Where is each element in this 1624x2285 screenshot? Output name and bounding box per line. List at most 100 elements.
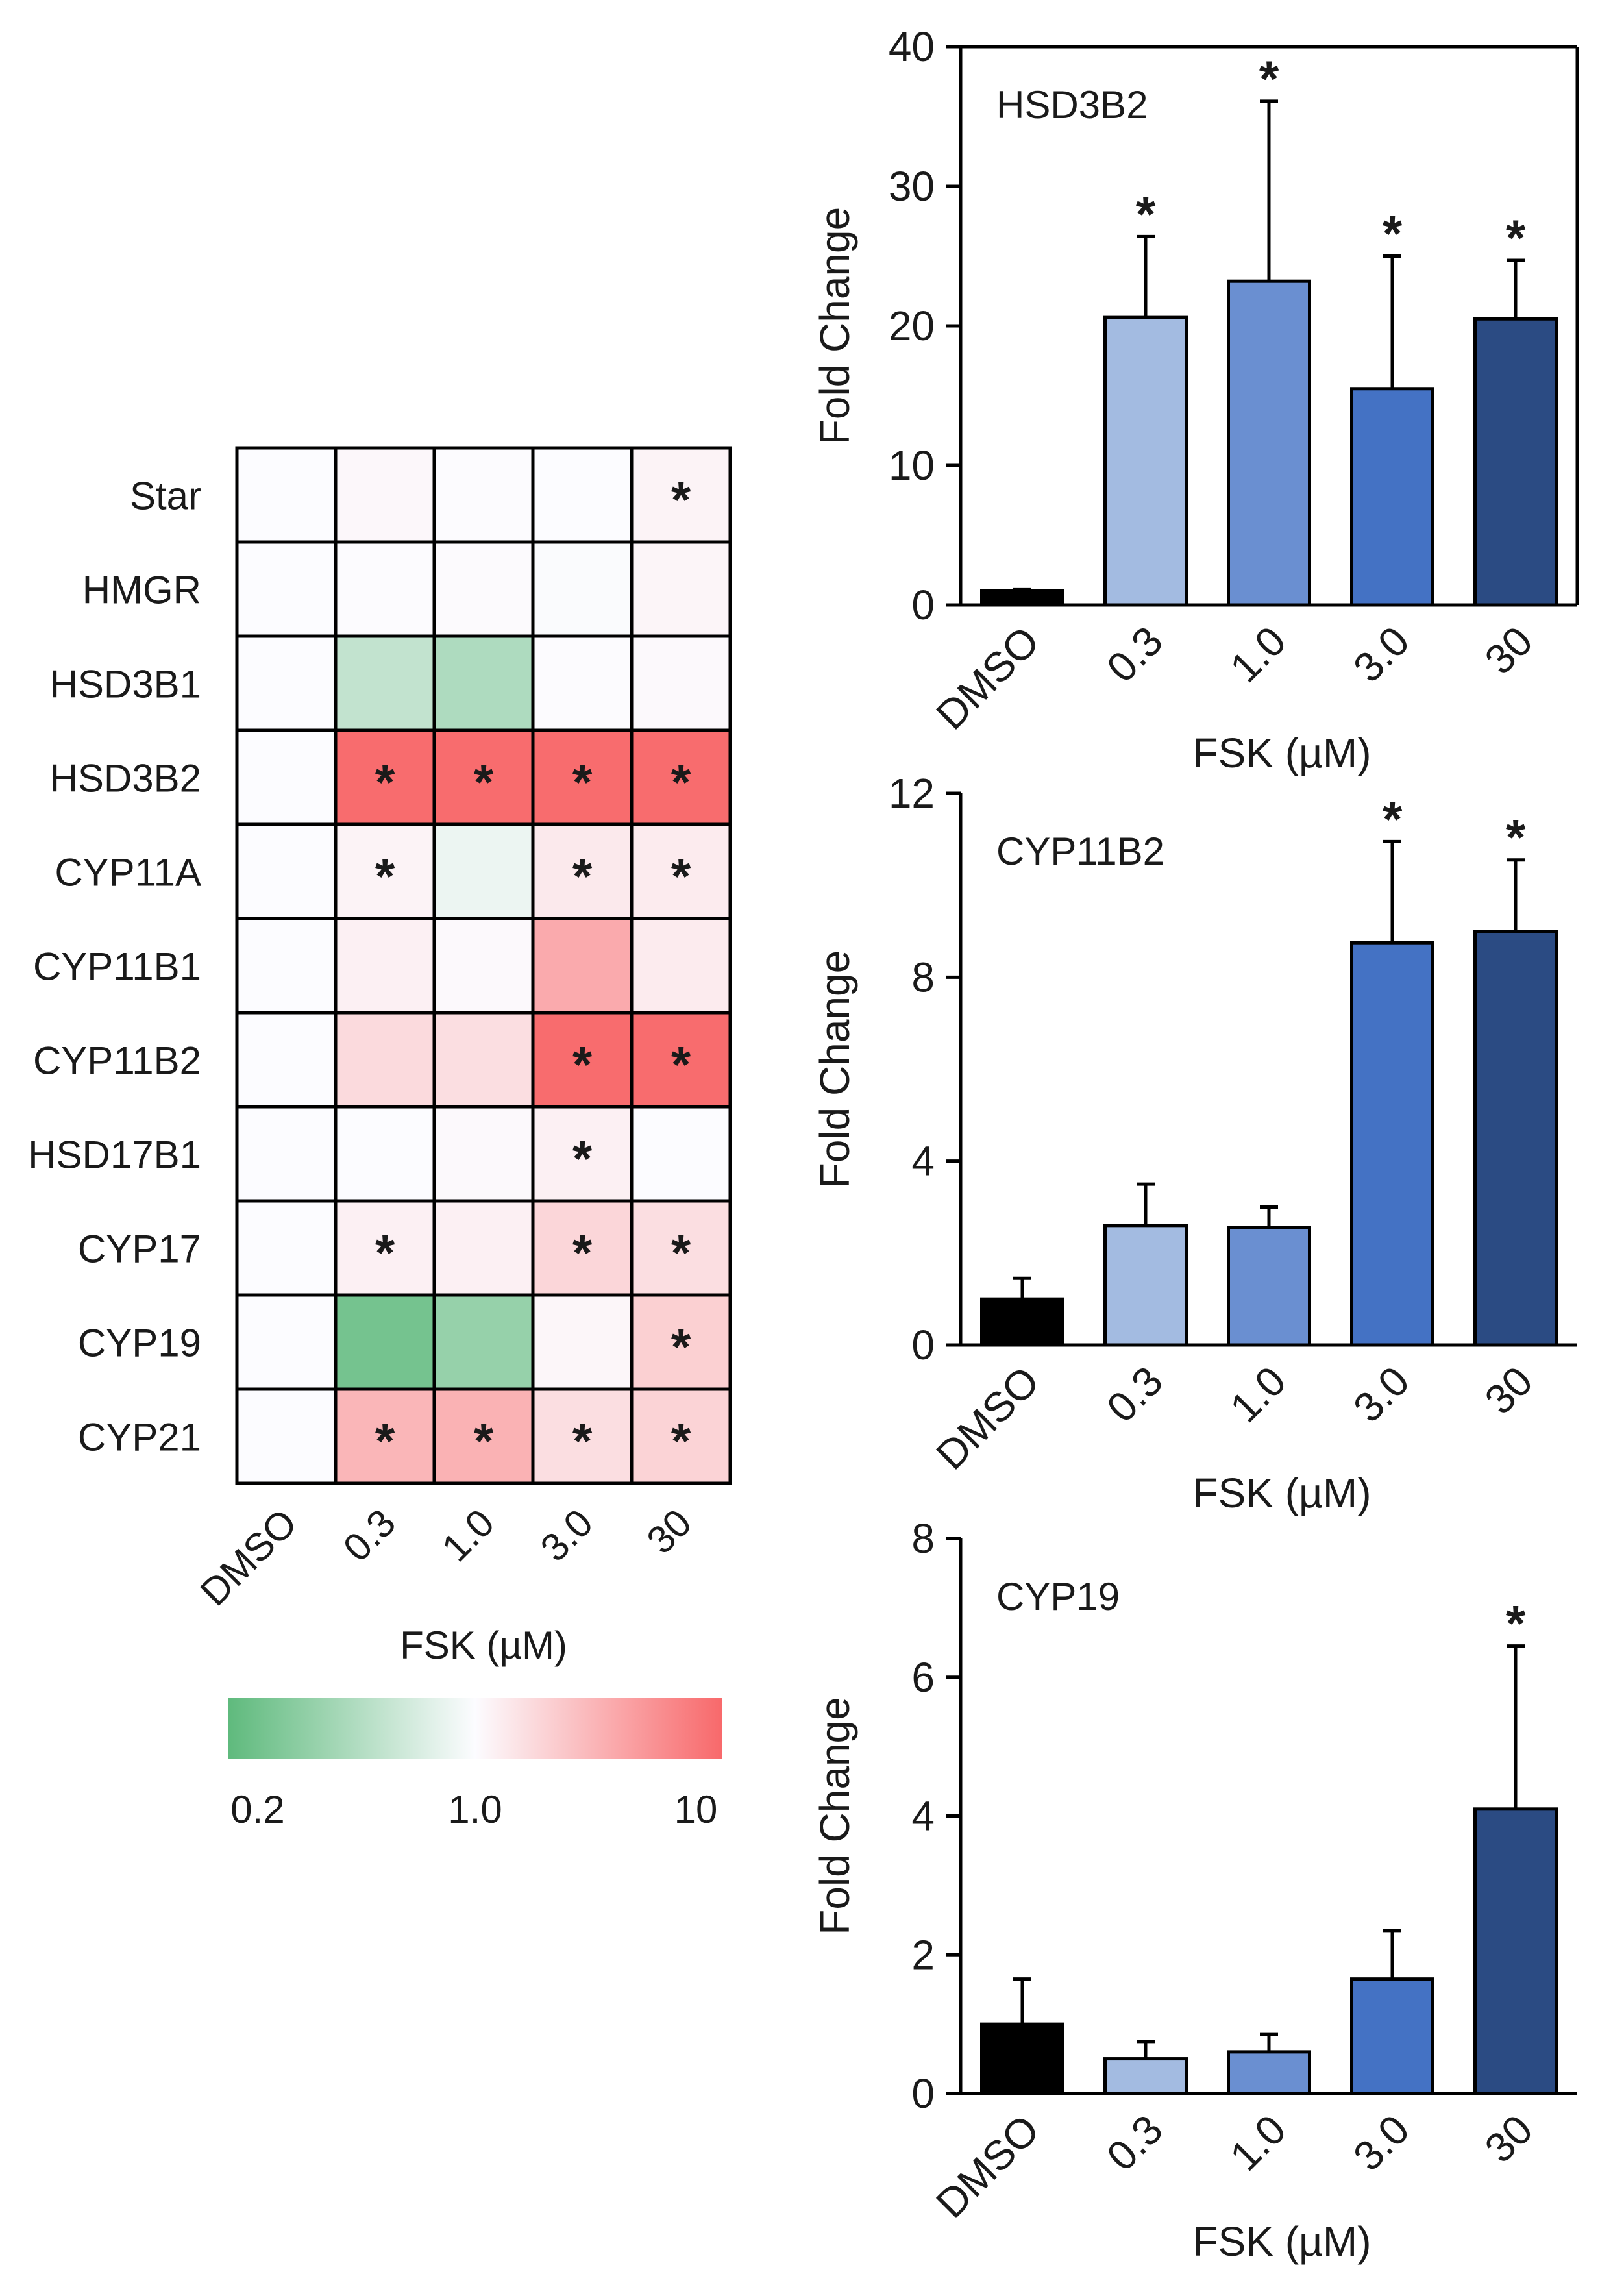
cyp19-y-tick-label-8: 8 — [911, 1515, 935, 1562]
heatmap-cell-cyp11b2-1-0 — [432, 1011, 535, 1109]
cyp19-x-tick-label-3-0: 3.0 — [1344, 2106, 1418, 2180]
color-scale-label-1-0: 1.0 — [448, 1788, 502, 1831]
cyp11b2-y-tick-label-0: 0 — [911, 1322, 935, 1368]
heatmap-cell-hmgr-0-3 — [334, 540, 436, 638]
hsd3b2-star-3-0: * — [1383, 205, 1403, 262]
color-scale-label-10: 10 — [674, 1788, 718, 1831]
cyp11b2-x-tick-label-3-0: 3.0 — [1344, 1357, 1418, 1431]
heatmap-cell-star-1-0 — [432, 446, 535, 544]
heatmap-row-label-star: Star — [130, 475, 201, 518]
hsd3b2-bar-30 — [1473, 317, 1558, 607]
heatmap-cell-hsd17b1-dmso — [235, 1105, 338, 1203]
cyp19-star-30: * — [1506, 1595, 1526, 1652]
cyp19-x-tick-label-1-0: 1.0 — [1221, 2106, 1295, 2180]
heatmap-star-cyp11a-0-3: * — [375, 848, 395, 905]
heatmap-cell-cyp17-1-0 — [432, 1199, 535, 1297]
hsd3b2-y-tick-label-10: 10 — [889, 442, 935, 489]
heatmap-row-label-cyp11a: CYP11A — [55, 851, 201, 895]
hsd3b2-chart-title: HSD3B2 — [996, 83, 1148, 127]
cyp11b2-bar-1-0 — [1227, 1226, 1311, 1347]
heatmap-cell-cyp19-dmso — [235, 1293, 338, 1391]
cyp11b2-x-tick-label-1-0: 1.0 — [1221, 1357, 1295, 1431]
cyp11b2-bar-30 — [1473, 930, 1558, 1347]
heatmap-star-cyp11b2-3-0: * — [572, 1036, 593, 1093]
cyp19-bar-30 — [1473, 1807, 1558, 2095]
heatmap-cell-hsd3b1-0-3 — [334, 634, 436, 732]
heatmap-cell-hmgr-3-0 — [531, 540, 634, 638]
cyp19-bar-1-0 — [1227, 2050, 1311, 2095]
cyp11b2-x-axis-label: FSK (µM) — [1192, 1470, 1371, 1516]
heatmap-cell-cyp11b1-3-0 — [531, 917, 634, 1015]
heatmap-cell-cyp11b2-0-3 — [334, 1011, 436, 1109]
heatmap-row-label-cyp11b2: CYP11B2 — [33, 1039, 201, 1083]
cyp11b2-chart-title: CYP11B2 — [996, 830, 1164, 873]
heatmap-star-cyp17-30: * — [671, 1224, 691, 1281]
heatmap-star-star-30: * — [671, 471, 691, 528]
heatmap-cell-cyp17-dmso — [235, 1199, 338, 1297]
heatmap-cell-cyp17-30 — [630, 1199, 732, 1297]
heatmap-cell-cyp11b2-30 — [630, 1011, 732, 1109]
heatmap-star-cyp11a-3-0: * — [572, 848, 593, 905]
cyp19-bar-dmso — [980, 2022, 1064, 2095]
heatmap-col-label-30: 30 — [639, 1501, 700, 1562]
heatmap-cell-star-30 — [630, 446, 732, 544]
cyp19-x-tick-label-30: 30 — [1476, 2106, 1542, 2171]
hsd3b2-x-tick-label-1-0: 1.0 — [1221, 617, 1295, 691]
heatmap-col-label-1-0: 1.0 — [434, 1501, 502, 1570]
hsd3b2-bar-0-3 — [1103, 315, 1188, 607]
heatmap-cell-cyp11a-0-3 — [334, 822, 436, 920]
hsd3b2-bar-dmso — [980, 589, 1064, 607]
heatmap-star-hsd3b2-1-0: * — [474, 754, 494, 811]
cyp11b2-star-30: * — [1506, 809, 1526, 866]
heatmap-cell-hsd3b1-3-0 — [531, 634, 634, 732]
heatmap-star-cyp21-3-0: * — [572, 1413, 593, 1470]
heatmap-cell-star-dmso — [235, 446, 338, 544]
heatmap-col-label-3-0: 3.0 — [532, 1501, 601, 1570]
heatmap-cell-star-3-0 — [531, 446, 634, 544]
heatmap-x-axis-label: FSK (µM) — [400, 1624, 567, 1667]
hsd3b2-x-axis-label: FSK (µM) — [1192, 730, 1371, 776]
heatmap-cell-cyp21-dmso — [235, 1387, 338, 1485]
cyp11b2-bar-3-0 — [1350, 941, 1434, 1347]
heatmap-cell-cyp11a-30 — [630, 822, 732, 920]
cyp11b2-y-tick-label-4: 4 — [911, 1138, 935, 1185]
cyp19-bar-chart: 0 2 4 6 8 CYP19 Fold Change DMSO 0.3 1.0 3.0 * 30 FSK… — [811, 1515, 1577, 2265]
heatmap-cell-hmgr-dmso — [235, 540, 338, 638]
heatmap-star-hsd17b1-3-0: * — [572, 1130, 593, 1187]
heatmap-cell-cyp21-30 — [630, 1387, 732, 1485]
heatmap-cell-cyp17-0-3 — [334, 1199, 436, 1297]
heatmap-row-label-cyp21: CYP21 — [78, 1416, 201, 1459]
heatmap-cell-hsd17b1-0-3 — [334, 1105, 436, 1203]
hsd3b2-bar-chart: 0 10 20 30 40 HSD3B2 Fold Change DMSO * 0.3 * 1.0 * 3… — [811, 23, 1579, 776]
heatmap-cell-hsd3b1-dmso — [235, 634, 338, 732]
cyp11b2-x-tick-label-0-3: 0.3 — [1098, 1357, 1172, 1431]
hsd3b2-bar-1-0 — [1227, 279, 1311, 607]
cyp19-y-tick-label-2: 2 — [911, 1931, 935, 1978]
cyp11b2-star-3-0: * — [1383, 790, 1403, 847]
hsd3b2-x-tick-label-30: 30 — [1476, 617, 1542, 683]
hsd3b2-star-0-3: * — [1136, 185, 1156, 242]
heatmap-star-cyp17-3-0: * — [572, 1224, 593, 1281]
heatmap-cell-cyp21-1-0 — [432, 1387, 535, 1485]
heatmap-star-cyp11b2-30: * — [671, 1036, 691, 1093]
heatmap-cell-hsd17b1-1-0 — [432, 1105, 535, 1203]
heatmap-row-label-cyp11b1: CYP11B1 — [33, 945, 201, 989]
cyp19-y-tick-label-0: 0 — [911, 2070, 935, 2117]
heatmap-cell-cyp19-3-0 — [531, 1293, 634, 1391]
heatmap-cell-hsd17b1-30 — [630, 1105, 732, 1203]
cyp19-bar-0-3 — [1103, 2057, 1188, 2095]
heatmap-cell-hsd3b1-1-0 — [432, 634, 535, 732]
heatmap-cell-cyp19-0-3 — [334, 1293, 436, 1391]
cyp11b2-bar-dmso — [980, 1297, 1064, 1347]
heatmap-cell-cyp11b1-dmso — [235, 917, 338, 1015]
cyp19-y-tick-label-4: 4 — [911, 1793, 935, 1840]
cyp19-x-axis-label: FSK (µM) — [1192, 2218, 1371, 2265]
heatmap-cell-hsd3b1-30 — [630, 634, 732, 732]
hsd3b2-y-axis-label: Fold Change — [811, 207, 858, 445]
heatmap-chart: * Star HMGR HSD3B1 * * * * HSD3B2 * * * CYP11A CYP11B… — [28, 446, 732, 1831]
heatmap-cell-cyp11a-dmso — [235, 822, 338, 920]
heatmap-star-cyp17-0-3: * — [375, 1224, 395, 1281]
heatmap-cell-cyp11a-1-0 — [432, 822, 535, 920]
cyp19-y-tick-label-6: 6 — [911, 1654, 935, 1701]
